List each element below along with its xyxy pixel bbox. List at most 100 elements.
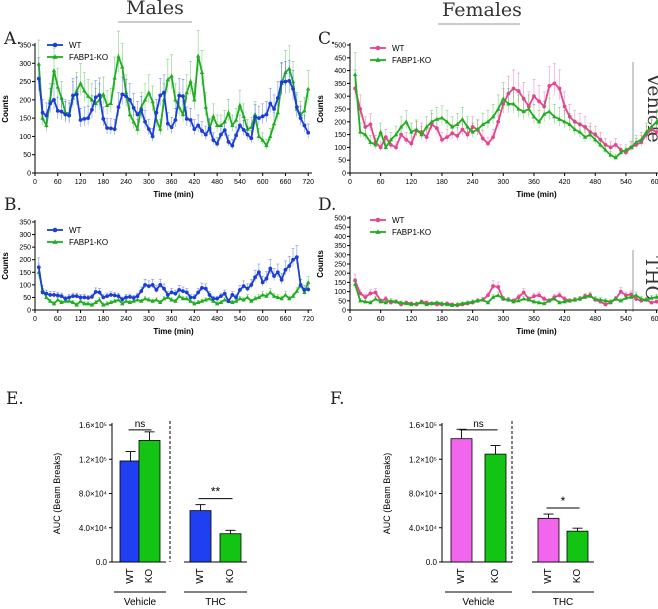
data-point xyxy=(455,302,460,307)
data-point xyxy=(253,115,257,119)
data-point xyxy=(547,84,552,88)
data-point xyxy=(419,132,424,137)
y-axis-title: AUC (Beam Breaks) xyxy=(382,453,392,535)
data-point xyxy=(279,277,284,282)
data-point xyxy=(108,126,113,131)
data-point xyxy=(108,101,114,106)
data-point xyxy=(649,124,654,129)
data-point xyxy=(613,155,618,160)
data-point xyxy=(150,282,155,287)
data-point xyxy=(222,297,227,302)
data-point xyxy=(409,141,414,146)
y-tick-label: 0 xyxy=(27,171,31,178)
panel-label: E. xyxy=(6,389,24,409)
y-tick-label: 300 xyxy=(334,252,346,259)
data-point xyxy=(241,127,246,132)
data-point xyxy=(165,121,170,126)
data-point xyxy=(577,129,583,134)
data-point xyxy=(120,92,125,97)
data-point xyxy=(196,123,201,128)
data-point xyxy=(439,301,445,306)
data-point xyxy=(127,97,132,102)
x-tick-label: 60 xyxy=(377,179,385,186)
y-tick-label: 200 xyxy=(334,119,346,126)
data-point xyxy=(398,124,404,129)
x-tick-label: 480 xyxy=(211,316,223,323)
data-point xyxy=(154,110,159,115)
data-point xyxy=(86,296,91,300)
data-point xyxy=(260,114,265,119)
data-point xyxy=(188,118,193,122)
data-point xyxy=(567,122,572,126)
x-tick-label: 180 xyxy=(436,179,448,186)
y-tick-label: 1.2×10⁵ xyxy=(409,455,437,464)
data-point xyxy=(78,118,83,122)
data-point xyxy=(226,140,231,144)
data-point xyxy=(184,116,189,121)
data-point xyxy=(283,292,288,297)
y-tick-label: 0 xyxy=(342,171,346,178)
x-tick-label: 600 xyxy=(651,179,658,186)
data-point xyxy=(628,145,634,149)
group-label: Vehicle xyxy=(462,597,495,608)
data-point xyxy=(71,93,75,98)
bar xyxy=(189,510,212,563)
data-point xyxy=(135,126,140,131)
data-point xyxy=(511,101,516,106)
data-point xyxy=(131,119,136,124)
x-tick-label: 300 xyxy=(497,179,509,186)
data-point xyxy=(603,147,608,152)
data-point xyxy=(214,123,220,128)
data-point xyxy=(608,145,613,150)
data-point xyxy=(383,297,388,301)
data-point xyxy=(70,300,76,305)
data-point xyxy=(211,296,216,301)
data-point xyxy=(521,109,526,114)
data-point xyxy=(203,132,208,137)
series-ko xyxy=(352,278,658,307)
data-point xyxy=(495,292,501,297)
data-point xyxy=(424,124,429,129)
data-point xyxy=(623,147,629,152)
data-point xyxy=(150,99,155,104)
legend: WT FABP1-KO xyxy=(370,216,431,237)
data-point xyxy=(146,127,151,132)
data-point xyxy=(192,97,197,102)
data-point xyxy=(93,95,98,100)
data-point xyxy=(491,284,495,288)
data-point xyxy=(184,90,189,95)
data-point xyxy=(85,93,91,98)
data-point xyxy=(176,293,182,298)
data-point xyxy=(142,97,148,102)
data-point xyxy=(40,110,45,115)
data-point xyxy=(449,303,455,307)
data-point xyxy=(154,287,159,292)
data-point xyxy=(618,289,623,294)
data-point xyxy=(393,299,399,304)
y-tick-label: 100 xyxy=(334,145,346,152)
data-point xyxy=(414,127,419,132)
panel-A: A. 0 50 100 150 200 250 300 350 0 60 120 180 240 300 36… xyxy=(1,29,314,199)
data-point xyxy=(439,115,445,120)
data-point xyxy=(203,297,208,302)
data-point xyxy=(291,86,295,91)
data-point xyxy=(440,137,444,142)
data-point xyxy=(506,101,511,106)
data-point xyxy=(59,109,64,114)
y-tick-label: 500 xyxy=(334,43,346,50)
data-point xyxy=(162,286,166,291)
y-tick-label: 500 xyxy=(334,216,346,223)
y-tick-label: 350 xyxy=(334,243,346,250)
data-point xyxy=(501,96,506,101)
y-axis-title: Counts xyxy=(316,250,325,278)
data-point xyxy=(358,129,363,134)
x-tick-label: 240 xyxy=(120,179,132,186)
data-point xyxy=(234,295,239,300)
data-point xyxy=(195,53,201,58)
bar xyxy=(219,533,242,563)
data-point xyxy=(169,297,174,302)
data-point xyxy=(169,290,174,295)
data-point xyxy=(294,255,299,260)
data-point xyxy=(445,135,449,140)
data-point xyxy=(383,145,388,149)
